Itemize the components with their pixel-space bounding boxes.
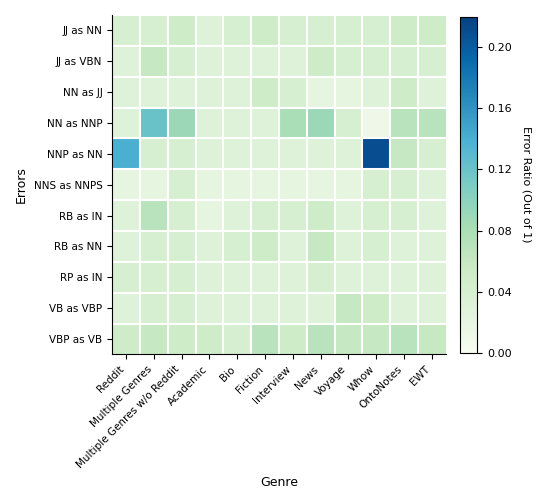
Y-axis label: Error Ratio (Out of 1): Error Ratio (Out of 1): [521, 127, 531, 243]
Y-axis label: Errors: Errors: [15, 166, 28, 203]
X-axis label: Genre: Genre: [260, 476, 298, 489]
